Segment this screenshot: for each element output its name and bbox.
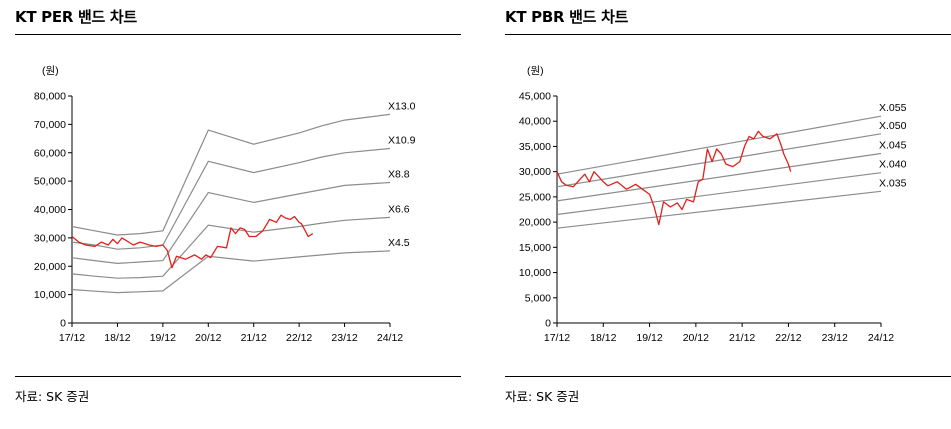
band-label: X.045 [879,140,907,152]
x-tick-label: 23/12 [822,332,848,344]
y-tick-label: 40,000 [519,116,551,128]
y-tick-label: 70,000 [34,119,66,131]
pbr-chart-title: KT PBR 밴드 차트 [505,8,629,26]
y-tick-label: 0 [60,318,66,330]
y-tick-label: 35,000 [519,141,551,153]
y-tick-label: 15,000 [519,242,551,254]
x-tick-label: 23/12 [331,332,357,344]
band-line [556,152,882,202]
y-tick-label: 30,000 [34,232,66,244]
x-tick-label: 17/12 [544,332,570,344]
band-line [556,115,882,175]
band-label: X.035 [879,177,907,189]
band-line [71,250,391,294]
per-band-panel: KT PER 밴드 차트 (원) 0 10,000 20,000 30,000 40,00… [15,0,461,429]
band-line [556,172,882,216]
y-unit-label: (원) [527,65,544,77]
y-tick-label: 25,000 [519,191,551,203]
y-unit-label: (원) [42,65,59,77]
band-label: X10.9 [388,134,416,146]
pbr-title-rule [505,34,951,35]
y-tick-label: 20,000 [519,217,551,229]
y-tick-label: 45,000 [519,91,551,103]
band-line [71,181,391,265]
x-tick-label: 22/12 [286,332,312,344]
y-tick-label: 10,000 [519,267,551,279]
band-label: X6.6 [388,203,410,215]
x-tick-label: 19/12 [150,332,176,344]
y-tick-label: 10,000 [34,289,66,301]
pbr-band-chart: (원) 0 5,000 10,000 15,000 20,000 25,000 30,000 3… [519,65,907,344]
per-source-note: 자료: SK 증권 [15,389,90,404]
pbr-band-panel: KT PBR 밴드 차트 (원) 0 5,000 10,000 15,000 20,000… [505,0,951,429]
x-tick-label: 19/12 [636,332,662,344]
x-tick-label: 17/12 [59,332,85,344]
per-source-rule [15,376,461,377]
band-label: X.055 [879,102,907,114]
band-label: X.050 [879,120,907,132]
band-line [71,147,391,250]
x-tick-label: 20/12 [195,332,221,344]
x-tick-label: 22/12 [775,332,801,344]
x-tick-label: 24/12 [868,332,894,344]
y-tick-label: 80,000 [34,91,66,103]
band-line [71,216,391,279]
price-line [71,214,314,269]
y-tick-label: 30,000 [519,166,551,178]
pbr-source-rule [505,376,951,377]
x-tick-label: 21/12 [729,332,755,344]
x-tick-label: 20/12 [683,332,709,344]
per-band-chart: (원) 0 10,000 20,000 30,000 40,000 50,000 60,000… [34,65,416,344]
x-tick-label: 18/12 [104,332,130,344]
y-tick-label: 40,000 [34,204,66,216]
per-title-rule [15,34,461,35]
band-line [71,113,391,236]
y-tick-label: 5,000 [525,292,551,304]
y-tick-label: 60,000 [34,147,66,159]
band-line [556,133,882,188]
per-chart-title: KT PER 밴드 차트 [15,8,137,26]
band-label: X13.0 [388,100,416,112]
band-line [556,190,882,229]
pbr-source-note: 자료: SK 증권 [505,389,580,404]
price-line [556,130,792,226]
band-label: X.040 [879,159,907,171]
band-label: X4.5 [388,237,410,249]
y-tick-label: 0 [545,318,551,330]
x-tick-label: 21/12 [241,332,267,344]
y-tick-label: 20,000 [34,261,66,273]
y-tick-label: 50,000 [34,176,66,188]
x-tick-label: 24/12 [377,332,403,344]
band-label: X8.8 [388,169,410,181]
x-tick-label: 18/12 [590,332,616,344]
